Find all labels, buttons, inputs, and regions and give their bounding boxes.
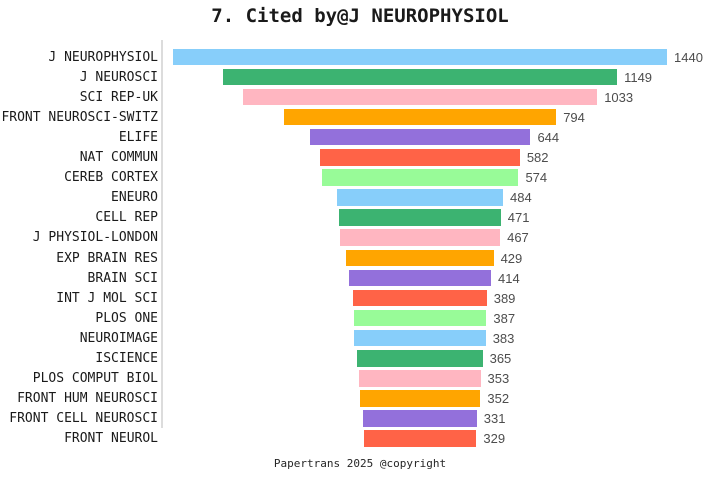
funnel-bar: [173, 48, 667, 65]
funnel-bar: [309, 128, 531, 146]
value-label: 574: [525, 170, 548, 186]
value-label: 365: [489, 351, 512, 366]
funnel-bar: [363, 410, 477, 427]
category-label: FRONT NEUROL: [64, 431, 158, 447]
category-label: BRAIN SCI: [87, 270, 158, 286]
y-axis-line: [161, 40, 163, 428]
category-label: INT J MOL SCI: [56, 290, 158, 306]
category-label: ELIFE: [118, 129, 158, 145]
funnel-bar: [357, 350, 483, 367]
value-label: 383: [492, 330, 515, 346]
value-label: 467: [507, 230, 529, 246]
category-label: NAT COMMUN: [79, 150, 158, 165]
funnel-bar: [242, 88, 598, 106]
value-label: 1440: [674, 49, 703, 65]
value-label: 389: [493, 290, 516, 306]
funnel-bar: [346, 249, 494, 266]
category-label: FRONT HUM NEUROSCI: [17, 391, 158, 407]
funnel-bar: [359, 390, 481, 407]
value-label: 644: [537, 129, 560, 145]
funnel-bar: [321, 169, 519, 186]
value-label: 352: [487, 391, 510, 407]
value-label: 1149: [624, 69, 653, 85]
funnel-bar: [363, 430, 477, 447]
category-label: PLOS COMPUT BIOL: [32, 371, 158, 387]
category-label: PLOS ONE: [95, 310, 158, 326]
category-label: J NEUROPHYSIOL: [48, 49, 158, 65]
chart-title: 7. Cited by@J NEUROPHYSIOL: [211, 5, 509, 27]
funnel-bar: [283, 108, 557, 126]
value-label: 353: [487, 371, 510, 387]
value-label: 484: [510, 190, 532, 206]
value-label: 1033: [604, 89, 634, 105]
funnel-bar: [348, 269, 491, 287]
value-label: 414: [498, 270, 520, 286]
funnel-bar: [353, 309, 487, 327]
funnel-bar: [354, 329, 486, 347]
category-label: J PHYSIOL-LONDON: [32, 230, 158, 246]
value-label: 329: [483, 431, 506, 447]
category-label: CEREB CORTEX: [64, 170, 158, 186]
funnel-bar: [339, 229, 501, 246]
funnel-bar: [339, 209, 501, 226]
funnel-bar: [359, 370, 481, 387]
category-label: FRONT CELL NEUROSCI: [9, 411, 158, 427]
category-label: SCI REP-UK: [79, 89, 158, 105]
category-label: CELL REP: [95, 210, 158, 226]
category-label: ENEURO: [111, 190, 158, 206]
category-label: FRONT NEUROSCI-SWITZ: [1, 109, 158, 125]
funnel-bar: [336, 189, 503, 206]
value-label: 471: [507, 210, 530, 226]
copyright-footer: Papertrans 2025 @copyright: [273, 457, 447, 470]
funnel-bar: [222, 68, 618, 86]
funnel-bar: [320, 149, 520, 166]
value-label: 794: [563, 109, 585, 125]
category-label: EXP BRAIN RES: [56, 250, 158, 266]
value-label: 582: [526, 150, 549, 165]
category-label: NEUROIMAGE: [79, 330, 158, 346]
category-label: J NEUROSCI: [79, 69, 158, 85]
value-label: 429: [500, 250, 523, 266]
category-label: ISCIENCE: [95, 351, 158, 366]
value-label: 331: [483, 411, 506, 427]
value-label: 387: [493, 310, 516, 326]
funnel-bar: [353, 289, 487, 307]
